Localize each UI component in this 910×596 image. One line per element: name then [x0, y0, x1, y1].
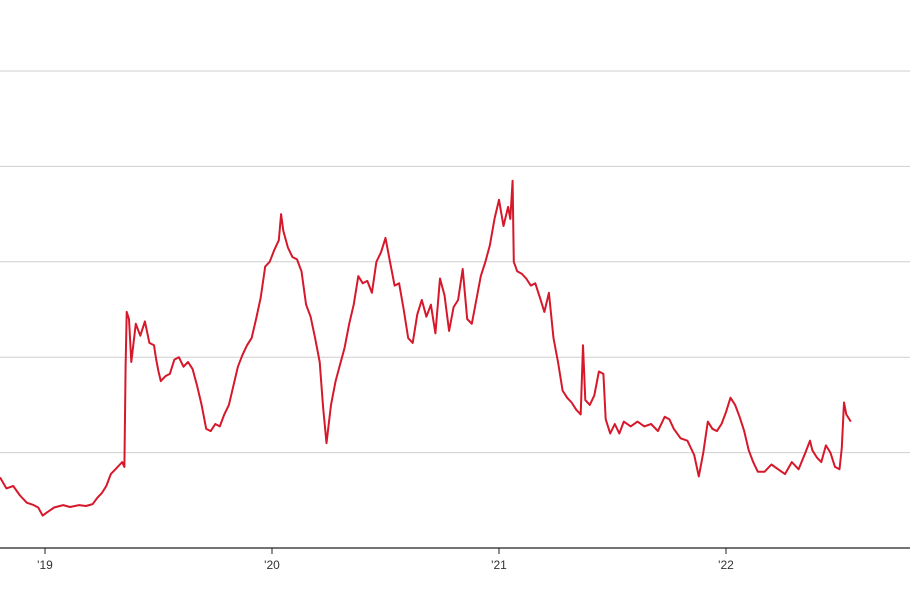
x-tick-label: '20 — [264, 558, 280, 572]
x-tick-label: '22 — [718, 558, 734, 572]
x-axis-ticks: '19 '20 '21 '22 — [37, 548, 734, 572]
series-line — [0, 179, 852, 517]
x-tick-label: '19 — [37, 558, 53, 572]
gridlines — [0, 70, 910, 454]
x-tick-label: '21 — [491, 558, 507, 572]
